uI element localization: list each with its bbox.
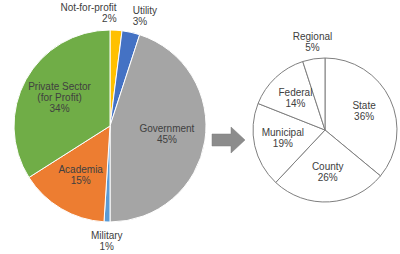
slice-label-line: Military [91,230,123,241]
pie-slice [14,30,110,177]
slice-value-label: 45% [157,134,177,145]
background [0,0,400,254]
chart-canvas: Not-for-profit2% Utility3% Government45% Mi… [0,0,400,254]
slice-value-label: 1% [100,241,115,252]
slice-label: Academia [58,164,103,175]
slice-label: Military [91,230,123,241]
slice-label: Federal [278,87,312,98]
slice-label: Regional [293,31,332,42]
slice-label: County [312,161,344,172]
slice-label-line: State [352,100,376,111]
slice-value-label: 2% [102,13,117,24]
slice-value-label: 26% [318,172,338,183]
slice-label: State [352,100,376,111]
slice-label-line: Academia [58,164,103,175]
slice-value-label: 14% [285,98,305,109]
slice-label-line: Not-for-profit [60,2,116,13]
slice-label-line: Municipal [262,127,304,138]
slice-value-label: 3% [133,16,148,27]
slice-label: Municipal [262,127,304,138]
pie-slice [110,35,206,222]
slice-label: Private Sector(for Profit) [28,81,91,103]
data-labels: Not-for-profit2% Utility3% Government45% Mi… [28,2,195,252]
slice-label: Not-for-profit [60,2,116,13]
slice-value-label: 5% [305,42,320,53]
pie [253,58,397,202]
data-labels: State36% County26% Municipal19% Federal14% R… [262,31,376,183]
slice-label-line: County [312,161,344,172]
slice-value-label: 36% [354,111,374,122]
slice-label-line: Regional [293,31,332,42]
slice-value-label: 34% [50,103,70,114]
slice-value-label: 15% [71,175,91,186]
slice-label-line: Private Sector [28,81,91,92]
slice-label: Government [139,123,194,134]
slice-label-line: Federal [278,87,312,98]
pie [14,30,206,222]
arrow [212,127,245,153]
slice-label: Utility [133,5,157,16]
slice-label-line: Utility [133,5,157,16]
slice-value-label: 19% [273,138,293,149]
slice-label-line: (for Profit) [37,92,81,103]
slice-label-line: Government [139,123,194,134]
